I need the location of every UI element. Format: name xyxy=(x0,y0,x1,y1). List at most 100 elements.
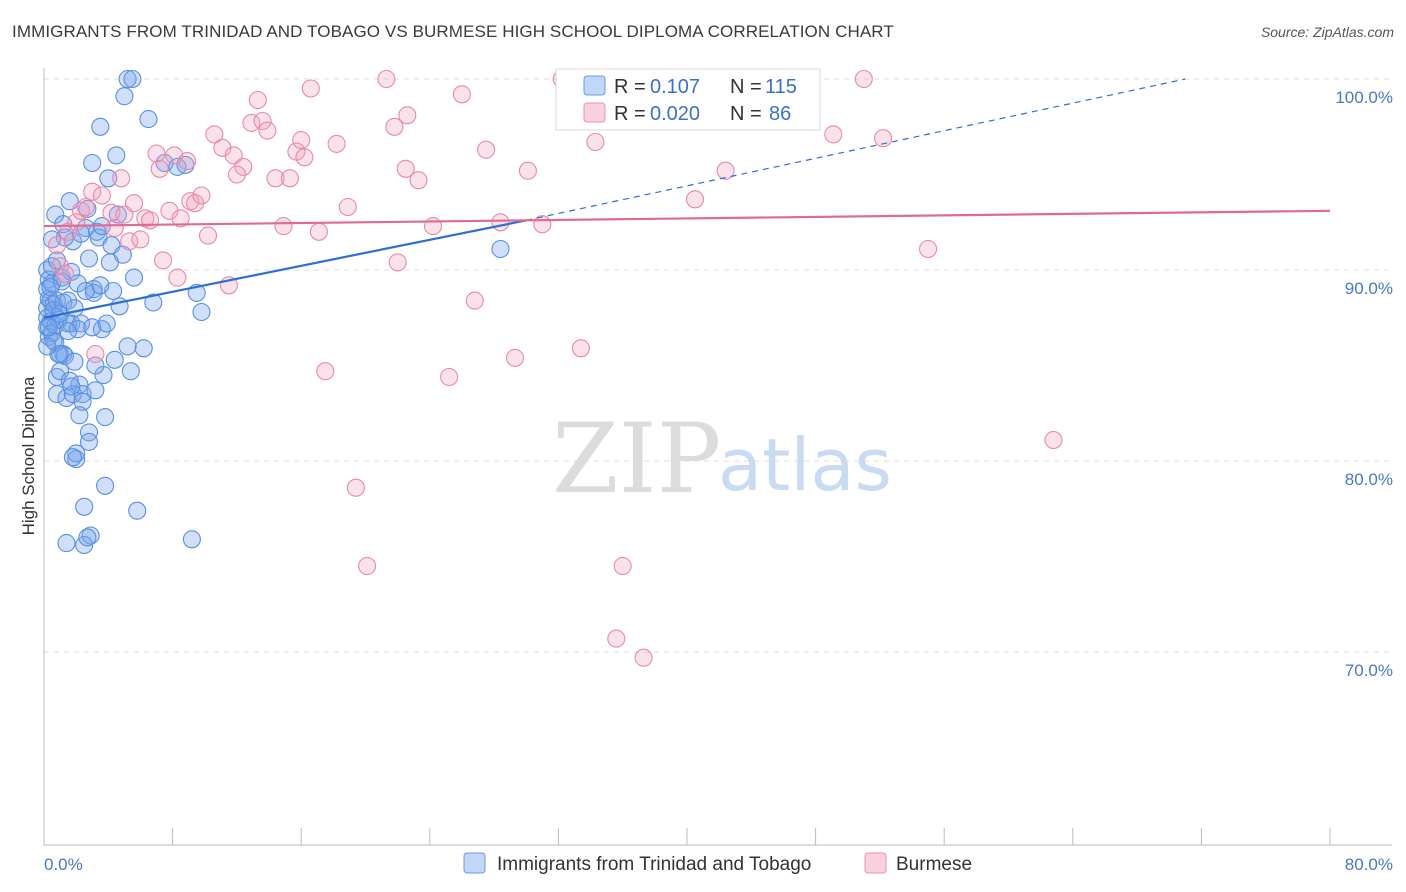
y-tick-label-2: 80.0% xyxy=(1345,470,1393,489)
blue-point-68 xyxy=(128,501,147,520)
pink-point-20 xyxy=(150,159,169,178)
blue-point-107 xyxy=(47,251,66,270)
pink-point-48 xyxy=(327,134,346,153)
pink-point-0 xyxy=(47,236,66,255)
blue-point-95 xyxy=(83,318,102,337)
pink-point-35 xyxy=(234,157,253,176)
blue-point-42 xyxy=(73,392,92,411)
pink-point-80 xyxy=(919,239,938,259)
pink-point-37 xyxy=(248,90,267,110)
blue-point-61 xyxy=(107,146,126,165)
blue-point-90 xyxy=(63,448,82,467)
pink-point-61 xyxy=(491,213,510,232)
pink-point-63 xyxy=(518,161,537,180)
pink-point-68 xyxy=(607,629,626,648)
blue-point-100 xyxy=(65,299,84,318)
pink-point-70 xyxy=(634,648,653,667)
y-tick-label-0: 100.0% xyxy=(1335,88,1393,107)
legend-n-label-blue: N = xyxy=(730,76,762,98)
source-credit: Source: ZipAtlas.com xyxy=(1260,24,1394,40)
blue-point-31 xyxy=(62,262,81,281)
pink-point-30 xyxy=(198,226,218,245)
blue-point-98 xyxy=(39,318,58,337)
blue-point-50 xyxy=(86,381,105,400)
pink-point-52 xyxy=(377,69,396,89)
pink-point-69 xyxy=(613,556,632,576)
trend-line-blue-extension xyxy=(526,78,1186,221)
pink-point-73 xyxy=(685,190,705,209)
blue-point-86 xyxy=(123,69,142,89)
pink-point-49 xyxy=(338,197,357,217)
legend-swatch-blue xyxy=(583,75,606,96)
blue-point-47 xyxy=(83,153,102,173)
blue-point-70 xyxy=(139,110,158,129)
pink-point-24 xyxy=(168,268,187,287)
trend-line-blue xyxy=(43,219,527,319)
bottom-legend: Immigrants from Trinidad and Tobago Burm… xyxy=(463,852,972,875)
blue-point-82 xyxy=(57,534,76,553)
pink-point-7 xyxy=(83,182,102,201)
y-tick-label-1: 90.0% xyxy=(1345,279,1393,298)
pink-point-11 xyxy=(105,218,124,238)
pink-point-57 xyxy=(440,367,459,387)
blue-point-85 xyxy=(75,497,94,516)
pink-point-58 xyxy=(452,85,471,104)
pink-point-14 xyxy=(120,232,139,251)
pink-point-81 xyxy=(1044,430,1063,450)
blue-point-57 xyxy=(96,476,115,495)
legend-n-label-pink: N = xyxy=(730,103,762,125)
bottom-legend-swatch-blue xyxy=(463,852,486,874)
pink-point-38 xyxy=(253,111,272,131)
pink-point-83 xyxy=(292,131,311,150)
blue-point-77 xyxy=(192,302,211,322)
legend-r-label-blue: R = xyxy=(614,76,646,98)
pink-point-46 xyxy=(309,222,328,241)
blue-point-43 xyxy=(76,218,95,238)
pink-point-79 xyxy=(874,129,893,148)
series-pink-points xyxy=(47,69,1063,667)
bottom-legend-label-pink: Burmese xyxy=(896,854,972,875)
pink-point-19 xyxy=(147,144,166,163)
blue-point-103 xyxy=(42,230,62,249)
y-axis-label: High School Diploma xyxy=(19,376,38,535)
blue-point-71 xyxy=(144,293,163,312)
pink-point-50 xyxy=(346,478,365,497)
blue-point-111 xyxy=(59,322,78,341)
blue-point-106 xyxy=(100,253,119,272)
pink-point-53 xyxy=(388,253,407,272)
pink-point-8 xyxy=(86,344,105,364)
pink-point-15 xyxy=(124,194,144,213)
blue-point-62 xyxy=(108,205,127,224)
blue-point-1 xyxy=(38,280,57,299)
legend-swatch-pink xyxy=(583,102,606,123)
pink-point-51 xyxy=(358,556,377,576)
x-tick-label-0: 0.0% xyxy=(44,855,83,874)
pink-point-9 xyxy=(92,186,111,205)
legend-r-value-pink: 0.020 xyxy=(650,103,700,125)
watermark: ZIP atlas xyxy=(552,403,892,515)
trend-line-pink xyxy=(43,209,1331,228)
watermark-zip: ZIP xyxy=(552,403,721,515)
pink-point-45 xyxy=(301,79,320,98)
pink-point-31 xyxy=(205,125,224,144)
pink-point-29 xyxy=(192,186,211,205)
blue-point-19 xyxy=(47,385,66,404)
blue-point-66 xyxy=(121,362,140,381)
legend-n-value-blue: 115 xyxy=(765,76,797,98)
series-blue-points xyxy=(38,69,510,555)
axes xyxy=(43,68,1392,846)
blue-point-91 xyxy=(491,239,510,259)
bottom-legend-label-blue: Immigrants from Trinidad and Tobago xyxy=(497,854,811,875)
pink-point-77 xyxy=(824,125,843,144)
bottom-legend-swatch-pink xyxy=(864,852,887,874)
pink-point-6 xyxy=(76,197,95,217)
blue-point-26 xyxy=(55,346,74,365)
pink-point-64 xyxy=(533,215,552,234)
legend-n-value-pink: 86 xyxy=(769,103,791,125)
x-tick-label-1: 80.0% xyxy=(1345,855,1393,874)
pink-point-62 xyxy=(505,348,525,367)
blue-point-69 xyxy=(134,339,153,358)
blue-point-92 xyxy=(41,278,60,297)
blue-point-105 xyxy=(79,249,99,268)
